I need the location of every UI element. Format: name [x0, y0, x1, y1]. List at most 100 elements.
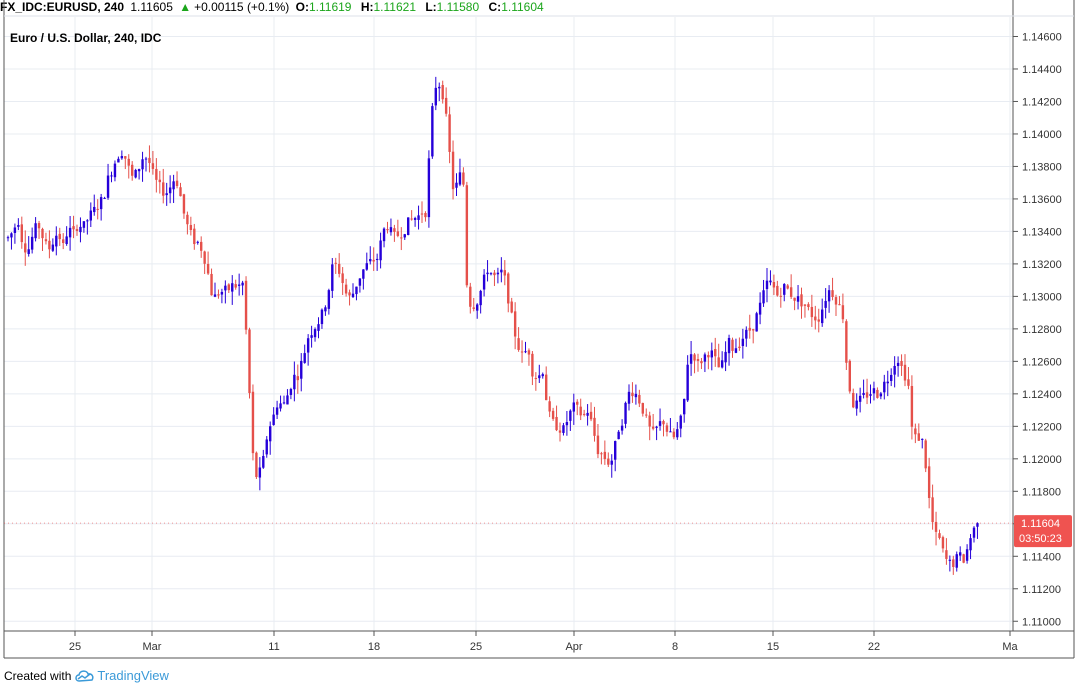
x-tick-label: 22 [868, 641, 880, 653]
candle-body [883, 381, 886, 393]
candle-body [714, 349, 717, 357]
candle-body [738, 346, 741, 348]
candle-body [206, 263, 210, 274]
candle-body [651, 426, 655, 429]
candle-body [793, 297, 796, 301]
candle-body [803, 304, 807, 306]
candle-body [448, 114, 451, 152]
candle-body [548, 401, 551, 412]
candle-body [948, 559, 952, 561]
candle-body [196, 241, 199, 243]
candle-body [707, 355, 710, 358]
candle-body [72, 226, 75, 230]
candle-body [27, 249, 30, 254]
candle-body [486, 272, 489, 275]
candle-body [931, 497, 934, 523]
candle-body [427, 158, 431, 218]
candle-body [834, 297, 838, 305]
candle-body [55, 235, 58, 247]
candle-body [407, 217, 410, 236]
candle-body [269, 426, 272, 442]
candle-body [289, 388, 293, 395]
y-tick-label: 1.11400 [1022, 551, 1061, 563]
candle-body [275, 407, 279, 415]
candle-body [237, 284, 241, 286]
tradingview-logo[interactable]: TradingView [75, 668, 169, 683]
candle-body [855, 400, 858, 409]
footer: Created with TradingView [4, 668, 169, 683]
candle-body [403, 234, 406, 238]
candle-body [93, 206, 96, 213]
candle-body [86, 220, 89, 222]
candle-body [51, 244, 55, 251]
candle-body [20, 224, 23, 243]
candle-body [727, 337, 731, 354]
candle-body [641, 403, 644, 414]
candle-body [193, 228, 196, 245]
symbol-name[interactable]: FX_IDC:EURUSD, 240 [0, 0, 125, 14]
y-tick-label: 1.12600 [1022, 356, 1062, 368]
change-arrow-icon: ▲ [179, 0, 192, 14]
candle-body [527, 350, 531, 355]
candle-body [969, 538, 972, 551]
candle-body [41, 228, 44, 239]
candle-body [151, 163, 155, 169]
candle-body [303, 353, 306, 363]
candle-body [244, 280, 248, 330]
candle-body [210, 273, 213, 296]
candle-body [431, 106, 434, 157]
candle-body [858, 395, 862, 402]
candle-body [769, 280, 772, 283]
candle-body [665, 425, 669, 432]
x-tick-label: Apr [565, 641, 582, 653]
candle-body [6, 237, 10, 239]
candle-body [752, 329, 755, 331]
candle-body [37, 223, 41, 229]
candle-body [251, 391, 255, 454]
x-tick-label: 25 [470, 641, 482, 653]
candle-body [255, 452, 258, 478]
candle-body [900, 360, 903, 367]
candle-body [890, 374, 893, 381]
candle-body [796, 296, 800, 302]
y-tick-label: 1.14200 [1022, 96, 1062, 108]
candle-body [320, 309, 324, 325]
candle-body [955, 554, 958, 568]
candle-body [896, 362, 900, 367]
candle-body [338, 263, 341, 274]
candle-body [627, 391, 631, 404]
candle-body [241, 282, 244, 286]
x-tick-label: 11 [268, 641, 279, 653]
candle-body [227, 284, 230, 291]
candle-body [507, 273, 510, 304]
candle-body [10, 233, 13, 238]
candle-body [748, 327, 751, 331]
last-price: 1.11605 [130, 0, 173, 14]
y-tick-label: 1.12800 [1022, 324, 1062, 336]
candle-body [124, 156, 127, 159]
candle-body [82, 221, 86, 228]
candle-body [127, 158, 130, 166]
candle-body [610, 460, 613, 465]
candle-body [103, 197, 106, 199]
candle-body [959, 552, 962, 556]
candle-body [562, 425, 565, 433]
candle-body [614, 441, 617, 460]
y-tick-label: 1.14600 [1022, 31, 1062, 43]
candle-body [286, 395, 289, 405]
candle-body [510, 301, 513, 313]
candle-body [534, 378, 538, 380]
candle-body [662, 421, 665, 425]
candle-body [827, 290, 831, 302]
candle-body [965, 549, 969, 561]
candle-body [272, 414, 275, 425]
candle-body [538, 375, 541, 379]
candle-body [520, 351, 524, 353]
candle-body [779, 295, 782, 297]
candle-body [551, 410, 555, 419]
candle-body [638, 394, 641, 404]
candle-body [137, 169, 141, 172]
candle-body [99, 197, 103, 210]
candle-body [389, 227, 393, 233]
